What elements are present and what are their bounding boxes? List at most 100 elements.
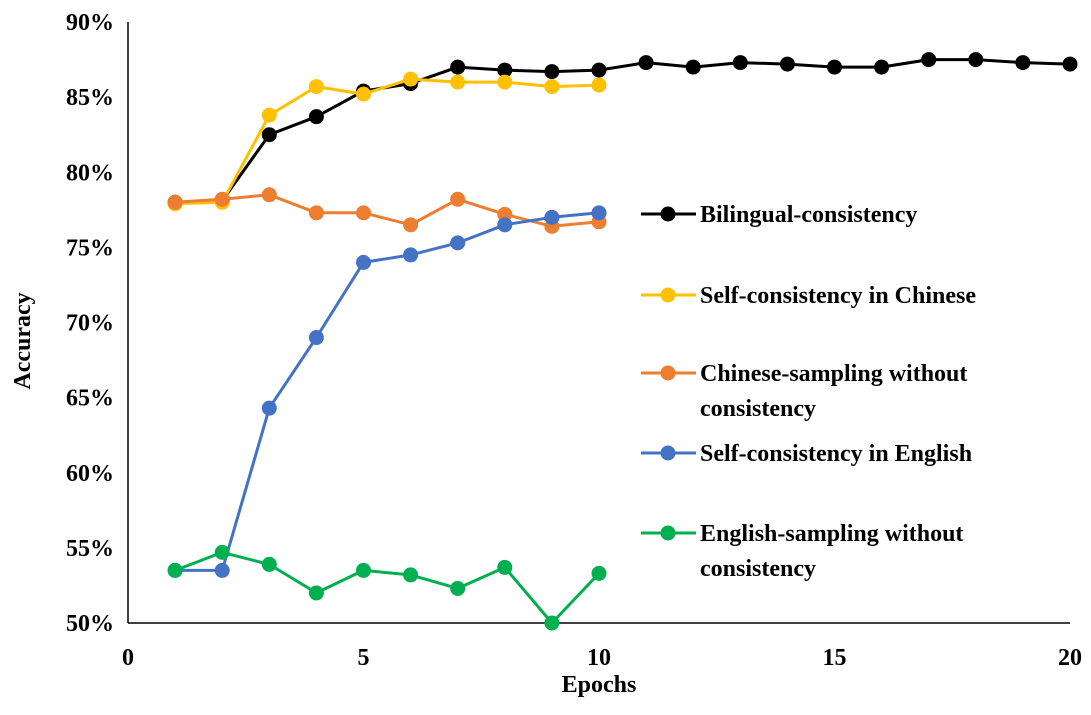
x-axis-title: Epochs: [562, 672, 637, 698]
data-point: [214, 562, 230, 578]
series-line: [173, 58, 1072, 204]
data-point: [261, 127, 277, 143]
data-point: [638, 55, 654, 71]
x-tick-label: 15: [823, 645, 847, 671]
legend-item: English-sampling without consistency: [641, 521, 963, 582]
legend-marker: [660, 206, 676, 222]
legend-label: consistency: [700, 396, 816, 422]
x-tick-label: 10: [587, 645, 611, 671]
data-point: [591, 77, 607, 93]
data-point: [308, 109, 324, 125]
series-bilingual-consistency: [167, 52, 1078, 210]
series-line: [173, 550, 601, 625]
data-point: [450, 74, 466, 90]
tick-labels: 0 5 10 15 20 50% 55% 60% 65% 70% 75% 80% 85% 90%: [66, 10, 1082, 671]
data-point: [356, 205, 371, 221]
data-point: [968, 52, 984, 68]
y-tick-label: 75%: [66, 235, 114, 261]
data-point: [921, 52, 937, 68]
series-english-sampling-without-consistency: [167, 544, 607, 631]
data-point: [732, 55, 748, 71]
data-point: [214, 191, 230, 207]
data-point: [1062, 56, 1078, 72]
legend-item: Self-consistency in English: [641, 441, 972, 467]
y-tick-label: 80%: [66, 160, 114, 186]
legend-label: Bilingual-consistency: [700, 202, 917, 228]
series: [167, 52, 1078, 631]
data-point: [450, 580, 466, 596]
data-point: [544, 79, 560, 95]
x-tick-label: 5: [358, 645, 370, 671]
data-point: [308, 79, 324, 95]
data-point: [497, 559, 513, 575]
legend-label: Chinese-sampling without: [700, 361, 967, 387]
data-point: [403, 567, 419, 583]
y-tick-label: 70%: [66, 311, 114, 337]
data-point: [356, 254, 371, 270]
series-line: [173, 193, 601, 228]
series-line: [173, 211, 601, 572]
data-point: [167, 194, 183, 210]
data-point: [497, 74, 513, 90]
y-tick-label: 55%: [66, 536, 114, 562]
series-self-consistency-in-english: [167, 205, 607, 578]
data-point: [308, 205, 324, 221]
data-point: [497, 217, 513, 233]
data-point: [591, 205, 607, 221]
legend-item: Bilingual-consistency: [641, 202, 917, 228]
data-point: [544, 209, 560, 225]
legend: Bilingual-consistency Self-consistency in…: [641, 202, 976, 582]
series-self-consistency-in-chinese: [167, 71, 607, 212]
data-point: [403, 247, 419, 263]
data-point: [591, 62, 607, 78]
legend-marker: [660, 287, 676, 303]
x-tick-label: 0: [122, 645, 134, 671]
x-tick-label: 20: [1058, 645, 1082, 671]
legend-label: consistency: [700, 556, 816, 582]
data-point: [497, 62, 513, 78]
data-point: [874, 59, 890, 75]
data-point: [450, 191, 466, 207]
data-point: [261, 187, 277, 203]
data-point: [450, 235, 466, 251]
data-point: [544, 64, 560, 80]
legend-item: Chinese-sampling without consistency: [641, 361, 967, 422]
data-point: [685, 59, 701, 75]
series-line: [173, 77, 601, 206]
y-tick-label: 60%: [66, 461, 114, 487]
data-point: [1015, 55, 1031, 71]
y-tick-label: 85%: [66, 85, 114, 111]
axes: [127, 22, 1070, 624]
series-chinese-sampling-without-consistency: [167, 187, 607, 234]
legend-label: English-sampling without: [700, 521, 963, 547]
y-tick-label: 50%: [66, 611, 114, 637]
y-tick-label: 90%: [66, 10, 114, 36]
data-point: [450, 59, 466, 75]
legend-label: Self-consistency in Chinese: [700, 283, 976, 309]
legend-item: Self-consistency in Chinese: [641, 283, 976, 309]
data-point: [497, 206, 513, 222]
data-point: [591, 565, 607, 581]
data-point: [167, 562, 183, 578]
legend-label: Self-consistency in English: [700, 441, 972, 467]
data-point: [403, 217, 419, 233]
data-point: [308, 330, 324, 346]
data-point: [261, 107, 277, 123]
y-axis-title: Accuracy: [10, 292, 36, 389]
data-point: [779, 56, 795, 72]
data-point: [356, 562, 371, 578]
data-point: [261, 556, 277, 572]
y-tick-label: 65%: [66, 386, 114, 412]
data-point: [403, 71, 419, 87]
data-point: [308, 585, 324, 601]
legend-marker: [660, 365, 676, 381]
data-point: [544, 615, 560, 631]
legend-marker: [660, 525, 676, 541]
data-point: [356, 86, 371, 102]
legend-marker: [660, 445, 676, 461]
data-point: [827, 59, 842, 75]
data-point: [214, 544, 230, 560]
data-point: [261, 400, 277, 416]
